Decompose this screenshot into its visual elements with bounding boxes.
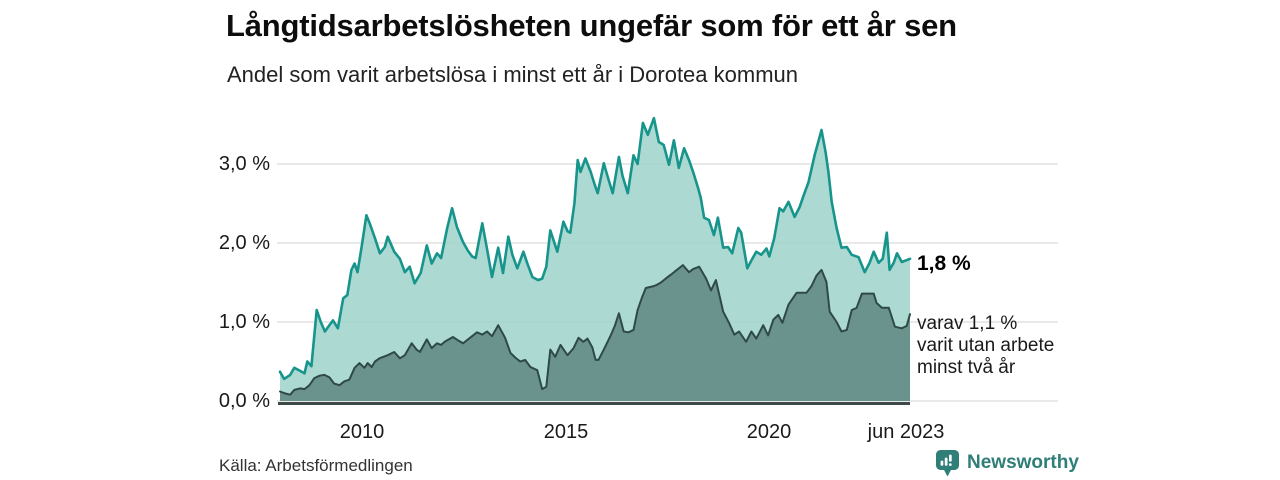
- newsworthy-logo: Newsworthy: [935, 450, 1079, 478]
- annotation-two-year-note: varav 1,1 % varit utan arbete minst två …: [917, 313, 1055, 378]
- source-note: Källa: Arbetsförmedlingen: [219, 456, 413, 475]
- x-axis-label-2020: 2020: [746, 421, 792, 443]
- line-minst-tva-ar: [279, 264, 911, 396]
- newsworthy-wordmark: Newsworthy: [967, 452, 1079, 473]
- chart-subtitle: Andel som varit arbetslösa i minst ett å…: [227, 62, 799, 87]
- line-minst-ett-ar: [278, 116, 912, 381]
- y-axis-label-3pct: 3,0 %: [218, 153, 270, 175]
- page-title: Långtidsarbetslösheten ungefär som för e…: [226, 8, 957, 43]
- area-minst-ett-ar: [280, 118, 910, 401]
- y-axis-label-2pct: 2,0 %: [218, 232, 270, 254]
- newsworthy-pin-icon: [935, 450, 960, 477]
- x-axis-label-jun-2023: jun 2023: [867, 421, 945, 443]
- area-minst-tva-ar: [280, 265, 910, 401]
- x-axis-label-2015: 2015: [543, 421, 589, 443]
- x-axis-label-2010: 2010: [339, 421, 385, 443]
- y-axis-label-0pct: 0,0 %: [218, 390, 270, 412]
- y-axis-label-1pct: 1,0 %: [218, 311, 270, 333]
- annotation-latest-value: 1,8 %: [917, 252, 971, 275]
